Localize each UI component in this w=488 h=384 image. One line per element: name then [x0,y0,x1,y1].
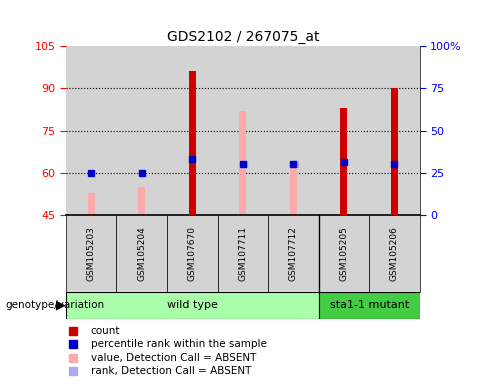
Bar [138,187,145,215]
Text: GSM105205: GSM105205 [339,226,348,281]
Bar [391,88,398,215]
Text: GSM105203: GSM105203 [87,226,96,281]
Bar [88,192,95,215]
Text: genotype/variation: genotype/variation [5,300,104,310]
Text: percentile rank within the sample: percentile rank within the sample [91,339,266,349]
Bar [66,215,117,292]
Bar [319,46,369,215]
Text: GSM105204: GSM105204 [137,226,146,281]
Bar [218,215,268,292]
Bar [319,215,369,292]
Text: value, Detection Call = ABSENT: value, Detection Call = ABSENT [91,353,256,362]
Text: sta1-1 mutant: sta1-1 mutant [329,300,409,310]
Bar [189,71,196,215]
Bar [167,215,218,292]
Bar [369,215,420,292]
Title: GDS2102 / 267075_at: GDS2102 / 267075_at [166,30,319,44]
Bar [117,215,167,292]
Text: GSM107711: GSM107711 [238,226,247,281]
Bar [239,111,246,215]
Text: wild type: wild type [167,300,218,310]
Bar [66,292,319,319]
Bar [340,108,347,215]
Bar [319,292,420,319]
Bar [290,164,297,215]
Bar [369,46,420,215]
Bar [268,46,319,215]
Text: count: count [91,326,120,336]
Bar [117,46,167,215]
Bar [268,215,319,292]
Text: GSM107670: GSM107670 [188,226,197,281]
Text: GSM107712: GSM107712 [289,226,298,281]
Bar [167,46,218,215]
Bar [218,46,268,215]
Text: GSM105206: GSM105206 [390,226,399,281]
Text: ▶: ▶ [56,299,65,312]
Bar [66,46,117,215]
Text: rank, Detection Call = ABSENT: rank, Detection Call = ABSENT [91,366,251,376]
